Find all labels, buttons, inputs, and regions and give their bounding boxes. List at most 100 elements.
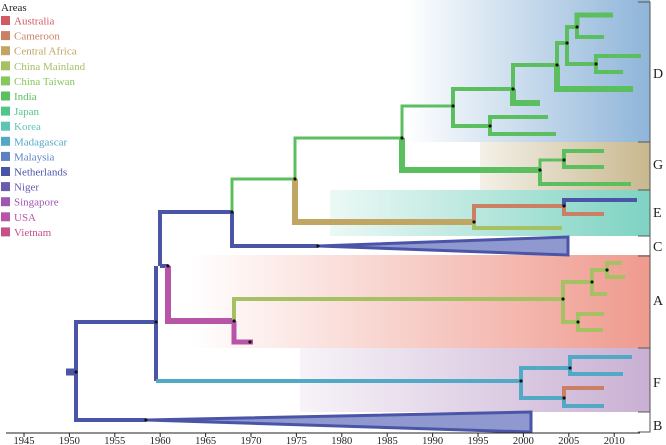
- legend: Areas Australia Cameroon Central Africa Chi…: [1, 2, 86, 239]
- axis-tick-label: 1965: [195, 436, 216, 445]
- tree-node: [166, 264, 170, 268]
- tree-branch: [293, 136, 402, 179]
- tree-branch: [605, 270, 625, 279]
- legend-item-label: Netherlands: [14, 167, 67, 179]
- tree-branch: [565, 43, 596, 66]
- clade-label-D: D: [653, 67, 663, 82]
- legend-swatch: [1, 31, 10, 41]
- legend-swatch: [1, 106, 10, 116]
- tree-branch: [451, 87, 513, 106]
- tree-node: [511, 87, 515, 91]
- tree-node: [562, 158, 566, 162]
- legend-swatch: [1, 121, 10, 131]
- legend-item-label: Australia: [14, 16, 54, 28]
- tree-branch: [74, 372, 146, 422]
- axis-tick-label: 1990: [422, 436, 443, 445]
- axis-tick-label: 1945: [14, 436, 35, 445]
- tree-branch: [568, 355, 632, 368]
- axis-tick-label: 2000: [513, 436, 534, 445]
- tree-node: [488, 124, 492, 128]
- tree-branch: [232, 297, 563, 321]
- tree-branch: [510, 89, 540, 106]
- tree-branch: [472, 222, 562, 230]
- tree-node: [590, 280, 594, 284]
- legend-item-label: India: [14, 91, 37, 103]
- axis-tick-label: 1980: [331, 436, 352, 445]
- tree-branch: [574, 12, 613, 27]
- tree-node: [538, 168, 542, 172]
- tree-node: [565, 41, 569, 45]
- tree-node: [594, 62, 598, 66]
- tree-node: [561, 297, 565, 301]
- clade-brackets: [638, 1, 651, 433]
- clade-label-C: C: [653, 240, 662, 255]
- tree-branch: [575, 27, 604, 39]
- tree-node: [562, 204, 566, 208]
- tree-branch: [594, 64, 623, 74]
- collapsed-clade-C: [317, 235, 570, 257]
- legend-item-label: Malaysia: [14, 151, 54, 163]
- tree-node: [400, 136, 404, 140]
- legend-item-label: Central Africa: [14, 46, 77, 58]
- axis-tick-label: 2005: [558, 436, 579, 445]
- tree-node: [605, 268, 609, 272]
- collapsed-clade-B: [145, 410, 533, 434]
- tree-branch: [230, 212, 318, 248]
- tree-branch: [472, 204, 564, 222]
- tree-branch: [561, 280, 592, 299]
- tree-branch: [74, 320, 156, 372]
- tree-branch: [538, 158, 564, 170]
- axis-tick-label: 1985: [377, 436, 398, 445]
- legend-swatch: [1, 16, 10, 25]
- tree-branch: [555, 41, 567, 65]
- axis-tick-label: 1955: [104, 436, 125, 445]
- tree-branch: [554, 65, 633, 92]
- legend-swatch: [1, 197, 10, 207]
- legend-item-label: Vietnam: [14, 227, 52, 239]
- clade-label-A: A: [653, 294, 664, 309]
- legend-item-label: Madagascar: [14, 136, 67, 148]
- tree-branch: [568, 368, 623, 376]
- tree-nodes: [74, 25, 609, 422]
- tree-branch: [519, 366, 570, 381]
- legend-swatch: [1, 182, 10, 192]
- legend-swatch: [1, 46, 10, 56]
- tree-branch: [576, 322, 603, 332]
- tree-branch: [576, 312, 604, 322]
- tree-branch: [488, 115, 548, 126]
- tree-branch: [451, 106, 490, 128]
- legend-swatch: [1, 227, 10, 237]
- legend-swatch: [1, 167, 10, 176]
- tree-branch: [590, 268, 607, 282]
- tree-node: [248, 340, 252, 344]
- clade-label-E: E: [653, 206, 662, 221]
- time-axis: 1945 1950 1955 1960 1965 1970 1975 1980 1985 1990…: [6, 432, 640, 445]
- tree-branch: [562, 398, 604, 408]
- legend-item-label: China Mainland: [14, 61, 86, 73]
- tree-node: [562, 396, 566, 400]
- axis-tick-label: 1970: [241, 436, 262, 445]
- tree-branch: [511, 63, 557, 89]
- axis-tick-label: 2010: [604, 436, 625, 445]
- tree-node: [576, 320, 580, 324]
- axis-tick-label: 1950: [59, 436, 80, 445]
- clade-A-background: [190, 255, 650, 348]
- tree-node: [568, 366, 572, 370]
- tree-branch: [400, 104, 453, 138]
- tree-node: [451, 104, 455, 108]
- tree-node: [74, 370, 78, 374]
- legend-swatch: [1, 212, 10, 222]
- tree-branch: [562, 160, 604, 169]
- axis-tick-label: 1960: [150, 436, 171, 445]
- tree-branch: [230, 177, 295, 212]
- tree-branch: [594, 54, 641, 64]
- legend-item-label: USA: [14, 212, 36, 224]
- tree-branch: [231, 321, 253, 345]
- tree-node: [293, 177, 297, 181]
- legend-item-label: China Taiwan: [14, 76, 76, 88]
- clade-label-B: B: [653, 419, 662, 434]
- legend-swatch: [1, 61, 10, 71]
- tree-node: [575, 25, 579, 29]
- tree-node: [519, 379, 523, 383]
